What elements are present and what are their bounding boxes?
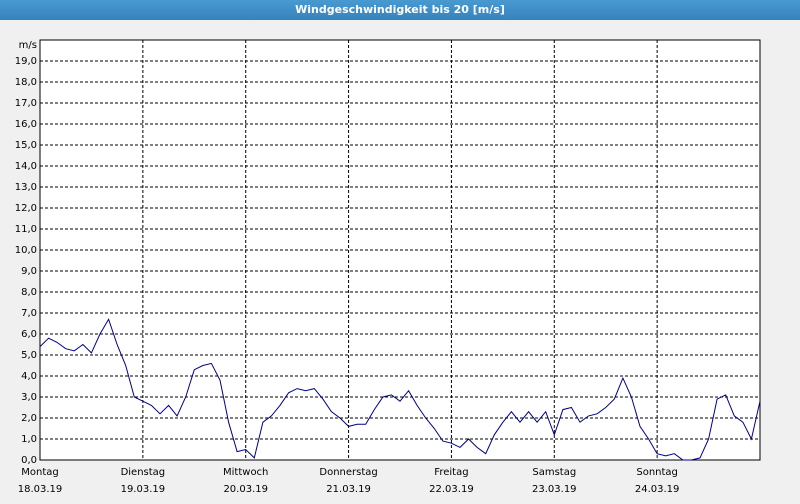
y-tick-label: 8,0 (21, 287, 37, 298)
y-tick-label: 3,0 (21, 392, 37, 403)
x-tick-date: 23.03.19 (532, 484, 577, 495)
wind-line (39, 318, 761, 461)
x-tick-label: Dienstag (121, 467, 166, 478)
y-tick-label: 11,0 (15, 224, 37, 235)
y-tick-label: 5,0 (21, 350, 37, 361)
y-tick-label: 15,0 (15, 140, 37, 151)
y-tick-label: 6,0 (21, 329, 37, 340)
y-tick-label: 1,0 (21, 434, 37, 445)
x-tick-label: Freitag (434, 467, 468, 478)
y-tick-label: 12,0 (15, 203, 37, 214)
x-tick-date: 24.03.19 (635, 484, 680, 495)
x-tick-label: Donnerstag (319, 467, 377, 478)
y-tick-label: 7,0 (21, 308, 37, 319)
x-tick-label: Samstag (532, 467, 576, 478)
x-tick-date: 18.03.19 (18, 484, 63, 495)
x-tick-date: 22.03.19 (429, 484, 474, 495)
x-tick-date: 19.03.19 (121, 484, 166, 495)
y-unit: m/s (19, 40, 37, 51)
y-tick-label: 9,0 (21, 266, 37, 277)
title-bar (0, 0, 800, 20)
y-tick-label: 16,0 (15, 119, 37, 130)
y-tick-label: 14,0 (15, 161, 37, 172)
x-tick-date: 21.03.19 (326, 484, 371, 495)
x-tick-label: Sonntag (636, 467, 678, 478)
y-tick-label: 2,0 (21, 413, 37, 424)
y-tick-label: 13,0 (15, 182, 37, 193)
x-tick-label: Montag (21, 467, 58, 478)
x-tick-label: Mittwoch (223, 467, 268, 478)
chart-title: Windgeschwindigkeit bis 20 [m/s] (295, 3, 505, 16)
y-tick-label: 0,0 (21, 455, 37, 466)
y-tick-label: 10,0 (15, 245, 37, 256)
x-tick-date: 20.03.19 (223, 484, 268, 495)
y-tick-label: 4,0 (21, 371, 37, 382)
y-tick-label: 19,0 (15, 56, 37, 67)
y-tick-label: 17,0 (15, 98, 37, 109)
y-tick-label: 18,0 (15, 77, 37, 88)
